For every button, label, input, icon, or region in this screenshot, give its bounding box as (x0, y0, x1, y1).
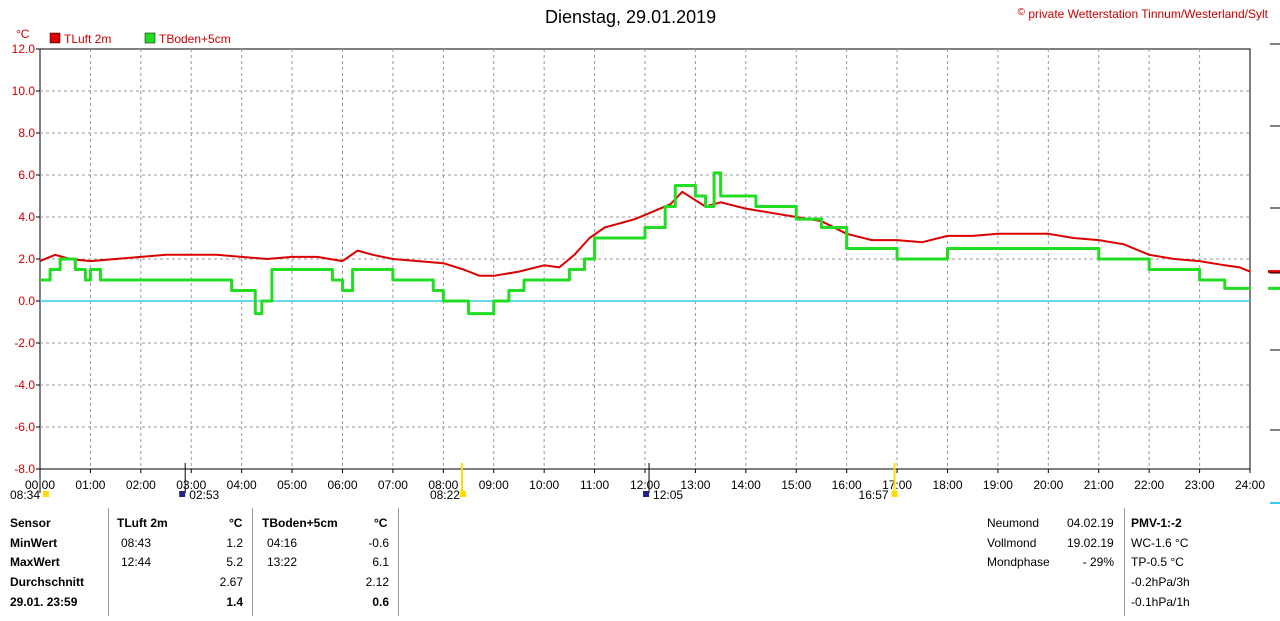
col1-max-time: 12:44 (121, 555, 152, 569)
stats-label-now: 29.01. 23:59 (10, 595, 78, 609)
x-tick-label: 05:00 (277, 478, 307, 492)
legend-label: TLuft 2m (64, 32, 111, 46)
x-tick-label: 06:00 (327, 478, 357, 492)
col2-now: 0.6 (372, 595, 389, 609)
y-tick-label: 8.0 (18, 126, 35, 140)
event-icon (179, 491, 186, 497)
x-tick-label: 17:00 (882, 478, 912, 492)
col1-min: 1.2 (226, 536, 243, 550)
x-tick-label: 07:00 (378, 478, 408, 492)
x-tick-label: 20:00 (1033, 478, 1063, 492)
col2-min: -0.6 (368, 536, 389, 550)
y-tick-label: 6.0 (18, 168, 35, 182)
x-tick-label: 10:00 (529, 478, 559, 492)
stats-label-max: MaxWert (10, 555, 60, 569)
event-icon (459, 491, 466, 497)
stats-label-avg: Durchschnitt (10, 575, 85, 589)
y-tick-label: -4.0 (14, 378, 35, 392)
x-tick-label: 11:00 (580, 478, 609, 492)
x-tick-label: 22:00 (1134, 478, 1164, 492)
moon-new-value: 04.02.19 (1067, 516, 1114, 530)
y-tick-label: -6.0 (14, 420, 35, 434)
col2-unit: °C (374, 516, 388, 530)
x-tick-label: 02:00 (126, 478, 156, 492)
series-line-tboden (40, 171, 1250, 316)
moon-full-value: 19.02.19 (1067, 536, 1114, 550)
legend-swatch (144, 32, 156, 44)
y-tick-label: 0.0 (18, 294, 35, 308)
pmv-title: PMV-1:-2 (1131, 516, 1182, 530)
col1-max: 5.2 (226, 555, 243, 569)
pmv-tp: TP-0.5 °C (1131, 555, 1184, 569)
y-tick-label: 4.0 (18, 210, 35, 224)
x-tick-label: 23:00 (1185, 478, 1215, 492)
copyright-icon: © (1017, 7, 1025, 18)
pmv-pressure-3h: -0.2hPa/3h (1131, 575, 1190, 589)
moon-phase-value: - 29% (1082, 555, 1114, 569)
x-tick-label: 13:00 (680, 478, 710, 492)
x-tick-label: 19:00 (983, 478, 1013, 492)
event-label: 16:57 (859, 488, 889, 502)
event-label: 02:53 (189, 488, 219, 502)
event-icon (891, 491, 898, 497)
x-tick-label: 24:00 (1235, 478, 1265, 492)
x-tick-label: 12:00 (630, 478, 660, 492)
col2-name: TBoden+5cm (262, 516, 338, 530)
event-label: 12:05 (653, 488, 683, 502)
x-tick-label: 08:00 (428, 478, 458, 492)
x-tick-label: 21:00 (1084, 478, 1114, 492)
legend-swatch (49, 32, 61, 44)
legend-label: TBoden+5cm (159, 32, 231, 46)
stats-label-sensor: Sensor (10, 516, 51, 530)
event-label: 08:34 (10, 488, 40, 502)
col2-avg: 2.12 (365, 575, 389, 589)
x-tick-label: 09:00 (479, 478, 509, 492)
y-tick-label: 2.0 (18, 252, 35, 266)
credit-line: © private Wetterstation Tinnum/Westerlan… (1018, 7, 1268, 21)
col2-min-time: 04:16 (267, 536, 298, 550)
event-icon (43, 491, 49, 497)
y-tick-label: -8.0 (14, 462, 35, 476)
col1-unit: °C (229, 516, 243, 530)
chart-title: Dienstag, 29.01.2019 (545, 7, 717, 27)
moon-full-label: Vollmond (987, 536, 1037, 550)
y-tick-label: -2.0 (14, 336, 35, 350)
pmv-wc: WC-1.6 °C (1131, 536, 1189, 550)
x-tick-label: 16:00 (832, 478, 862, 492)
credit-text: private Wetterstation Tinnum/Westerland/… (1028, 7, 1268, 21)
x-tick-label: 03:00 (176, 478, 206, 492)
x-tick-label: 18:00 (932, 478, 962, 492)
col1-min-time: 08:43 (121, 536, 152, 550)
x-tick-label: 04:00 (227, 478, 257, 492)
col1-now: 1.4 (226, 595, 243, 609)
x-tick-label: 15:00 (781, 478, 811, 492)
col2-max: 6.1 (372, 555, 389, 569)
x-tick-label: 01:00 (75, 478, 105, 492)
col2-max-time: 13:22 (267, 555, 298, 569)
y-axis-unit: °C (16, 27, 30, 41)
series-line-tluft (39, 190, 1251, 277)
y-tick-label: 12.0 (12, 42, 36, 56)
x-tick-label: 14:00 (731, 478, 761, 492)
col1-name: TLuft 2m (117, 516, 168, 530)
stats-label-min: MinWert (10, 536, 58, 550)
moon-phase-label: Mondphase (987, 555, 1050, 569)
pmv-pressure-1h: -0.1hPa/1h (1131, 595, 1190, 609)
event-icon (643, 491, 650, 497)
temperature-chart: 12.0 10.0 8.0 6.0 4.0 2.0 0.0 -2.0 -4.0 -6.0 -8.0 °… (10, 27, 1280, 504)
event-label: 08:22 (430, 488, 460, 502)
moon-new-label: Neumond (987, 516, 1040, 530)
y-tick-label: 10.0 (12, 84, 36, 98)
col1-avg: 2.67 (219, 575, 243, 589)
